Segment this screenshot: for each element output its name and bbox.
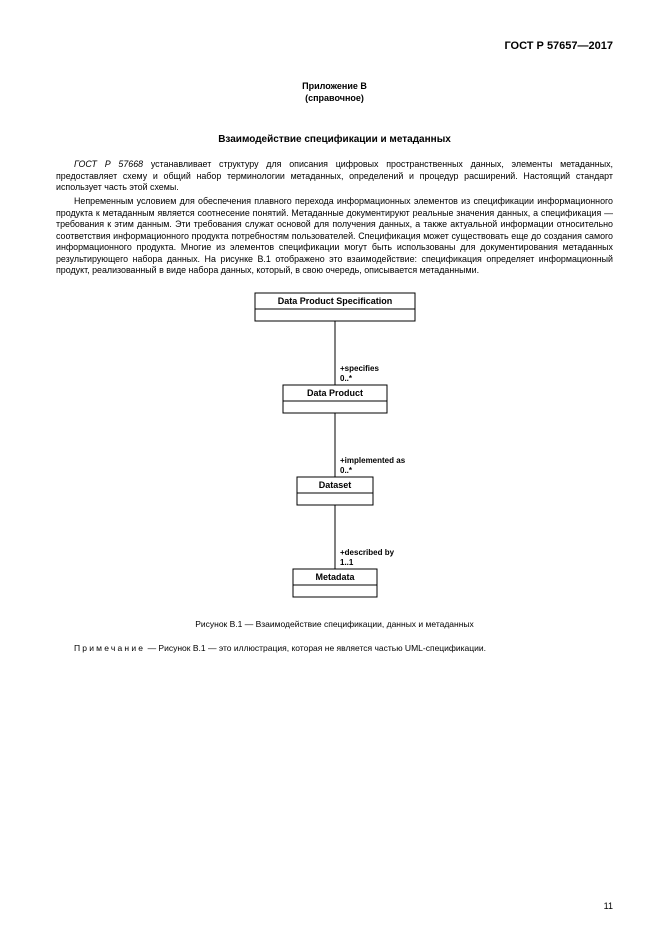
diagram-container: +specifies0..*+implemented as0..*+descri…	[56, 287, 613, 607]
svg-text:Data Product Specification: Data Product Specification	[277, 296, 392, 306]
section-title: Взаимодействие спецификации и метаданных	[56, 134, 613, 145]
appendix-line-1: Приложение В	[56, 80, 613, 92]
note-rest: — Рисунок В.1 — это иллюстрация, которая…	[145, 643, 486, 653]
svg-text:0..*: 0..*	[340, 466, 353, 475]
note: Примечание — Рисунок В.1 — это иллюстрац…	[56, 643, 613, 653]
uml-diagram: +specifies0..*+implemented as0..*+descri…	[235, 287, 435, 607]
svg-text:0..*: 0..*	[340, 374, 353, 383]
note-label: Примечание	[74, 643, 145, 653]
svg-text:+specifies: +specifies	[340, 364, 379, 373]
svg-text:1..1: 1..1	[340, 558, 354, 567]
paragraph-1: ГОСТ Р 57668 устанавливает структуру для…	[56, 159, 613, 194]
svg-text:+described by: +described by	[340, 548, 395, 557]
paragraph-2: Непременным условием для обеспечения пла…	[56, 196, 613, 277]
page-number: 11	[604, 901, 613, 911]
svg-text:Dataset: Dataset	[318, 480, 351, 490]
para1-lead: ГОСТ Р 57668	[74, 159, 143, 169]
appendix-line-2: (справочное)	[56, 92, 613, 104]
svg-text:+implemented as: +implemented as	[340, 456, 406, 465]
appendix-header: Приложение В (справочное)	[56, 80, 613, 104]
document-id: ГОСТ Р 57657—2017	[56, 40, 613, 52]
svg-text:Metadata: Metadata	[315, 572, 355, 582]
figure-caption: Рисунок В.1 — Взаимодействие спецификаци…	[56, 619, 613, 629]
svg-text:Data Product: Data Product	[306, 388, 362, 398]
